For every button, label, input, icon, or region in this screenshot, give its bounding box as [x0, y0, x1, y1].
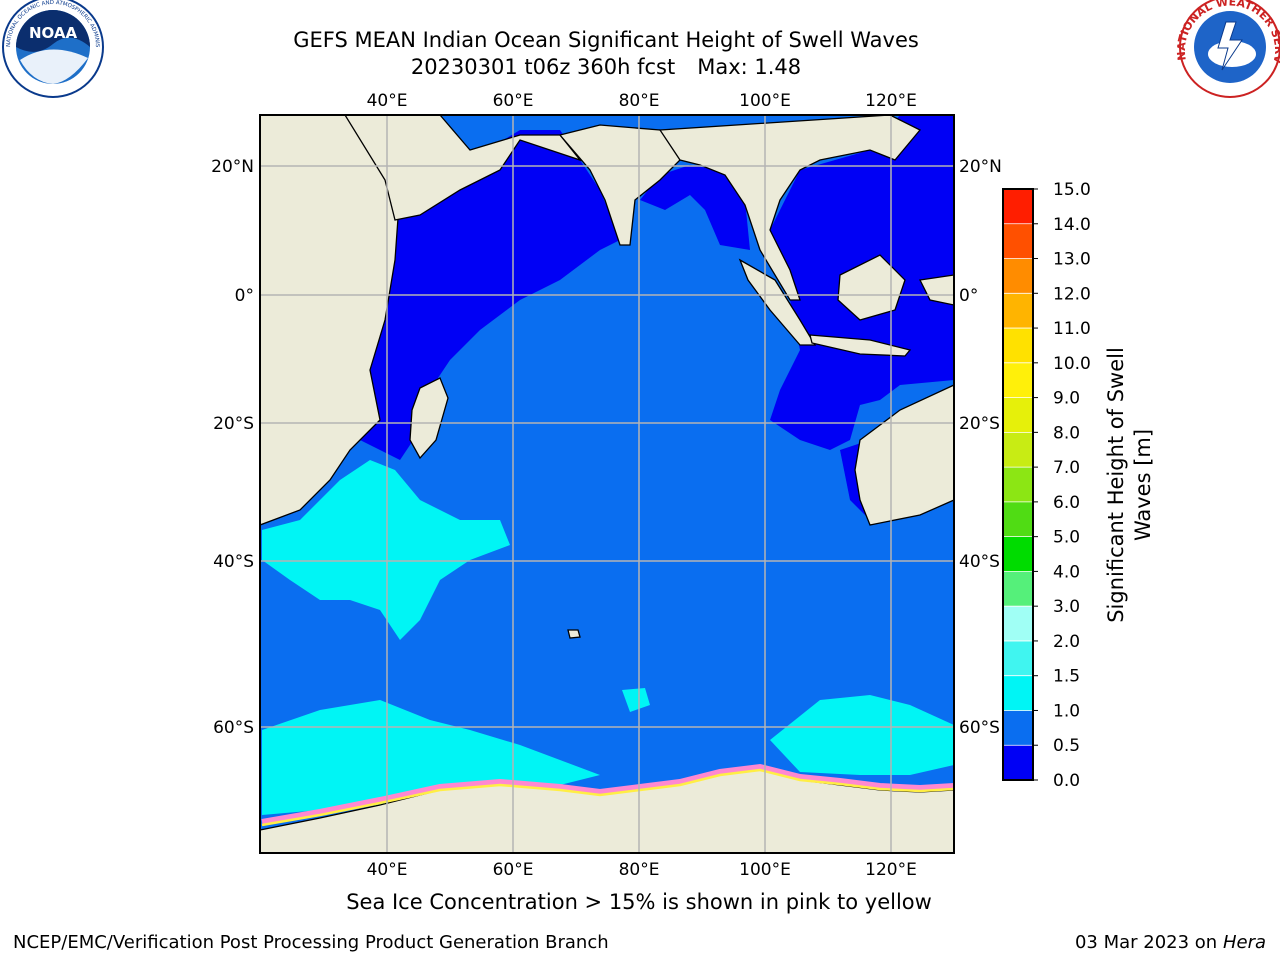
map-frame — [259, 114, 955, 854]
sea-ice-caption: Sea Ice Concentration > 15% is shown in … — [346, 890, 932, 914]
colorbar-tick-label: 3.0 — [1053, 597, 1080, 617]
colorbar-bin — [1003, 606, 1033, 642]
colorbar-tick-label: 7.0 — [1053, 458, 1080, 478]
colorbar-tick-label: 1.0 — [1053, 701, 1080, 721]
colorbar-tick-label: 1.5 — [1053, 667, 1080, 687]
colorbar-tick-label: 12.0 — [1053, 284, 1091, 304]
colorbar-tick-label: 14.0 — [1053, 215, 1091, 235]
bay-of-bengal-low-swell — [640, 165, 750, 250]
svg-text:NATIONAL WEATHER SERVICE: NATIONAL WEATHER SERVICE — [0, 0, 1280, 65]
colorbar-tick-label: 9.0 — [1053, 389, 1080, 409]
lat-label: 40°S — [213, 552, 254, 572]
footer-date: 03 Mar 2023 on Hera — [1075, 932, 1266, 953]
colorbar-tick-label: 4.0 — [1053, 562, 1080, 582]
kerguelen-island — [567, 629, 581, 639]
madagascar — [409, 377, 449, 460]
graticule — [260, 115, 954, 853]
lon-label: 120°E — [865, 91, 917, 111]
southern-ocean-swell-east — [770, 695, 954, 775]
india — [558, 124, 692, 246]
footer-machine: Hera — [1222, 932, 1266, 953]
colorbar-bin — [1003, 258, 1033, 294]
colorbar-bin — [1003, 536, 1033, 572]
noaa-text: NOAA — [29, 24, 78, 42]
java — [809, 334, 912, 357]
colorbar-bin — [1003, 397, 1033, 433]
colorbar-bin — [1003, 189, 1033, 225]
map-subtitle: 20230301 t06z 360h fcst Max: 1.48 — [0, 54, 1212, 80]
colorbar-tick-label: 8.0 — [1053, 423, 1080, 443]
south-atlantic-swell-patch — [262, 460, 510, 640]
lat-label: 0° — [235, 286, 254, 306]
colorbar-bin — [1003, 710, 1033, 746]
colorbar-tick-label: 13.0 — [1053, 250, 1091, 270]
lon-label: 100°E — [739, 91, 791, 111]
lon-label: 100°E — [739, 860, 791, 880]
lon-labels-top: 40°E 60°E 80°E 100°E 120°E — [367, 91, 917, 111]
sumatra — [738, 258, 817, 346]
lon-label: 40°E — [367, 860, 408, 880]
southeast-asia — [658, 115, 922, 301]
lon-label: 60°E — [493, 91, 534, 111]
lat-label: 40°S — [959, 552, 1000, 572]
colorbar-bin — [1003, 640, 1033, 677]
small-swell-patch — [622, 688, 650, 712]
colorbar-label-line2: Waves [m] — [1131, 429, 1155, 541]
colorbar-tick-label: 15.0 — [1053, 180, 1091, 200]
colorbar-bin — [1003, 293, 1033, 329]
lat-label: 20°N — [211, 157, 254, 177]
colorbar-bin — [1003, 501, 1033, 537]
colorbar-bin — [1003, 745, 1033, 781]
colorbar-bin — [1003, 675, 1033, 711]
colorbar-tick-label: 0.0 — [1053, 771, 1080, 791]
colorbar-bin — [1003, 328, 1033, 364]
colorbar-bin — [1003, 571, 1033, 607]
colorbar-tick-label: 2.0 — [1053, 632, 1080, 652]
colorbar-tick-label: 11.0 — [1053, 319, 1091, 339]
colorbar-tick-label: 5.0 — [1053, 528, 1080, 548]
map-title: GEFS MEAN Indian Ocean Significant Heigh… — [293, 28, 919, 52]
nws-logo: NATIONAL WEATHER SERVICE — [0, 0, 1280, 98]
lat-label: 20°N — [959, 157, 1002, 177]
colorbar-label-line1: Significant Height of Swell — [1104, 347, 1128, 623]
colorbar-bin — [1003, 467, 1033, 503]
australia — [854, 384, 954, 526]
map-area — [260, 115, 954, 853]
colorbar-tick-label: 6.0 — [1053, 493, 1080, 513]
colorbar-tick-label: 10.0 — [1053, 354, 1091, 374]
colorbar-bin — [1003, 223, 1033, 259]
lat-labels-left: 20°N 0° 20°S 40°S 60°S — [211, 157, 254, 738]
footer-credit: NCEP/EMC/Verification Post Processing Pr… — [13, 932, 609, 953]
lon-label: 80°E — [619, 860, 660, 880]
max-value: Max: 1.48 — [697, 55, 802, 79]
lon-label: 40°E — [367, 91, 408, 111]
sea-ice-edge — [261, 763, 954, 825]
colorbar-bin — [1003, 432, 1033, 468]
lat-label: 20°S — [959, 414, 1000, 434]
lat-label: 20°S — [213, 414, 254, 434]
new-guinea — [919, 274, 954, 306]
colorbar: 0.0 0.5 1.0 1.5 2.0 3.0 4.0 5.0 6.0 7.0 8.0 9.0 10.0… — [1002, 180, 1091, 791]
lon-label: 120°E — [865, 860, 917, 880]
colorbar-tick-label: 0.5 — [1053, 736, 1080, 756]
colorbar-frame — [1002, 188, 1034, 781]
footer-date-text: 03 Mar 2023 on — [1074, 932, 1218, 953]
colorbar-bin — [1003, 362, 1033, 398]
nws-ring-text: NATIONAL WEATHER SERVICE — [0, 0, 1280, 65]
lat-label: 60°S — [213, 718, 254, 738]
lat-label: 0° — [959, 286, 978, 306]
lon-label: 60°E — [493, 860, 534, 880]
noaa-logo: NOAA NATIONAL OCEANIC AND ATMOSPHERIC AD… — [0, 0, 104, 98]
lat-labels-right: 20°N 0° 20°S 40°S 60°S — [959, 157, 1002, 738]
sea-ice-edge-inner — [261, 768, 954, 827]
borneo — [837, 254, 906, 321]
lon-labels-bottom: 40°E 60°E 80°E 100°E 120°E — [367, 860, 917, 880]
arabia — [344, 115, 582, 221]
forecast-run: 20230301 t06z 360h fcst — [410, 55, 676, 79]
lon-label: 80°E — [619, 91, 660, 111]
lat-label: 60°S — [959, 718, 1000, 738]
